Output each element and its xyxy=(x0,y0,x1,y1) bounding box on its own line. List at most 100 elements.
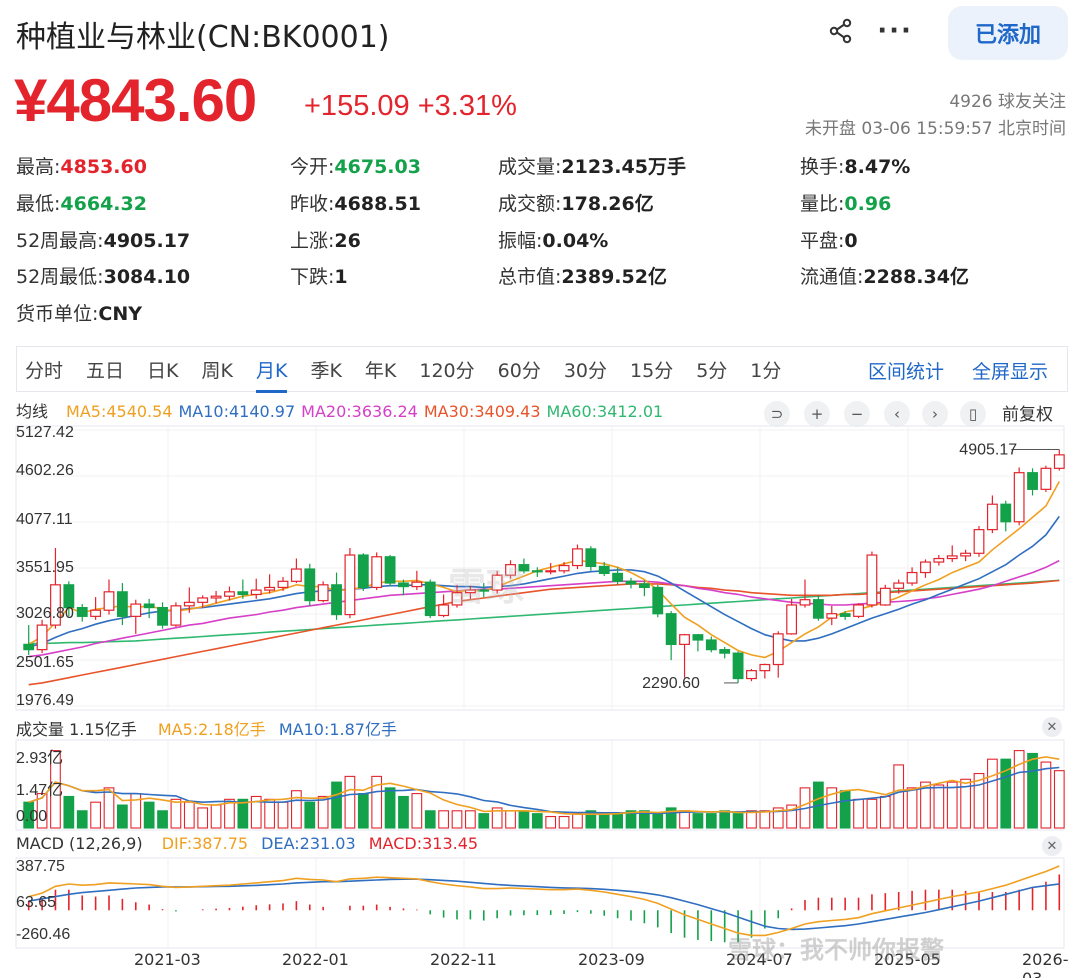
tab-3[interactable]: 周K xyxy=(201,359,233,382)
tab-7[interactable]: 120分 xyxy=(419,359,475,382)
stat-value: 0.04% xyxy=(542,230,609,252)
volume-bar xyxy=(264,798,275,829)
stat-value: CNY xyxy=(98,303,143,325)
volume-bar xyxy=(411,793,423,829)
fullscreen-button[interactable]: 全屏显示 xyxy=(972,361,1049,383)
volume-bar xyxy=(357,793,369,829)
stat-item: 下跌:1 xyxy=(290,262,348,289)
reset-icon[interactable]: ⊃ xyxy=(764,401,790,427)
stat-value: 2389.52亿 xyxy=(561,266,667,288)
share-icon[interactable] xyxy=(824,14,858,48)
candle-body xyxy=(464,589,476,594)
candle-body xyxy=(746,670,757,680)
tab-8[interactable]: 60分 xyxy=(497,359,541,382)
x-axis-label: 2022-11 xyxy=(430,950,497,969)
range-stats-button[interactable]: 区间统计 xyxy=(868,361,945,383)
volume-ma5-line xyxy=(28,756,1060,816)
macd-dea: DEA:231.03 xyxy=(261,834,356,853)
watermark-text: 雪球：我不帅你报警 xyxy=(728,936,944,964)
volume-bar xyxy=(585,810,597,829)
right-icon[interactable]: › xyxy=(922,401,948,427)
volume-bar xyxy=(665,807,677,829)
stat-label: 平盘: xyxy=(800,230,845,252)
tab-10[interactable]: 15分 xyxy=(630,359,674,382)
tab-2[interactable]: 日K xyxy=(147,359,179,382)
candle-body xyxy=(250,589,262,596)
axis-label: 4602.26 xyxy=(16,462,74,479)
candle-body xyxy=(237,591,249,596)
candle-body xyxy=(438,604,450,617)
x-axis-label: 2021-03 xyxy=(134,950,201,969)
candle-body xyxy=(424,581,436,617)
stat-value: 1 xyxy=(334,266,348,288)
stat-value: 26 xyxy=(334,230,361,252)
volume-bar xyxy=(1053,770,1065,829)
volume-bar xyxy=(679,810,690,829)
candle-body xyxy=(531,570,543,573)
volume-bar xyxy=(839,790,851,829)
volume-bar xyxy=(398,795,409,829)
axis-label: -260.46 xyxy=(16,926,71,943)
macd-pane-frame xyxy=(15,857,1065,949)
volume-bar xyxy=(1013,750,1025,829)
volume-bar xyxy=(879,795,891,829)
ma-item: MA60:3412.01 xyxy=(546,402,664,421)
volume-bar xyxy=(331,781,342,829)
volume-bar xyxy=(545,815,557,829)
followers-count[interactable]: 4926 球友关注 xyxy=(949,92,1066,112)
candle-body xyxy=(545,570,557,573)
candle-body xyxy=(36,624,48,651)
tab-0[interactable]: 分时 xyxy=(25,359,64,382)
stat-label: 总市值: xyxy=(498,266,562,288)
candle-body xyxy=(317,584,329,602)
candle-body xyxy=(116,591,128,617)
volume-bar xyxy=(505,810,516,829)
stat-label: 量比: xyxy=(800,193,845,215)
x-axis-label: 2026-03 xyxy=(1022,950,1069,978)
stat-value: 3084.10 xyxy=(103,266,191,288)
macd-title: MACD (12,26,9) xyxy=(16,834,143,853)
candle-body xyxy=(973,529,985,554)
axis-label: 2501.65 xyxy=(16,654,74,671)
candle-body xyxy=(558,564,570,572)
volume-bar xyxy=(518,810,530,829)
close-macd-icon[interactable]: ✕ xyxy=(1042,836,1062,856)
candle-body xyxy=(277,580,289,589)
candle-body xyxy=(344,554,356,616)
stat-label: 成交额: xyxy=(498,193,562,215)
tab-1[interactable]: 五日 xyxy=(86,359,125,382)
volume-bar xyxy=(291,790,302,829)
stat-label: 振幅: xyxy=(498,230,543,252)
stat-item: 成交额:178.26亿 xyxy=(498,189,654,216)
stat-item: 上涨:26 xyxy=(290,226,361,253)
tab-6[interactable]: 年K xyxy=(364,359,397,382)
tab-11[interactable]: 5分 xyxy=(696,359,728,382)
candle-body xyxy=(772,633,784,666)
drag-icon[interactable]: ▯ xyxy=(960,401,986,427)
tab-4[interactable]: 月K xyxy=(255,356,288,393)
more-icon[interactable]: ··· xyxy=(877,16,913,46)
stat-item: 总市值:2389.52亿 xyxy=(498,262,667,289)
zoom-in-icon[interactable]: + xyxy=(804,401,830,427)
volume-bar xyxy=(732,813,744,829)
stat-value: 0 xyxy=(844,230,858,252)
tab-9[interactable]: 30分 xyxy=(563,359,608,382)
tab-12[interactable]: 1分 xyxy=(750,359,782,382)
stat-item: 量比:0.96 xyxy=(800,189,891,216)
volume-bar xyxy=(36,793,48,829)
added-button[interactable]: 已添加 xyxy=(948,6,1068,60)
adjust-mode[interactable]: 前复权 xyxy=(1002,405,1053,425)
volume-bar xyxy=(598,813,610,829)
close-volume-icon[interactable]: ✕ xyxy=(1042,717,1062,737)
volume-bar xyxy=(531,813,543,829)
tab-5[interactable]: 季K xyxy=(310,359,342,382)
candle-body xyxy=(210,595,222,599)
zoom-out-icon[interactable]: − xyxy=(844,401,870,427)
left-icon[interactable]: ‹ xyxy=(884,401,910,427)
volume-bar xyxy=(478,813,490,829)
axis-label: 4077.11 xyxy=(16,511,73,528)
candle-body xyxy=(90,609,102,617)
candle-body xyxy=(665,613,677,645)
volume-bar xyxy=(250,795,262,829)
